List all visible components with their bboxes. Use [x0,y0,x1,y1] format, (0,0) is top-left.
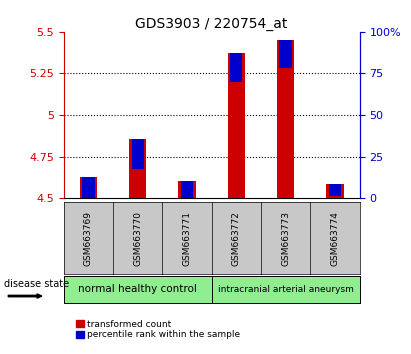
Bar [181,181,193,207]
Bar [230,53,242,82]
Title: GDS3903 / 220754_at: GDS3903 / 220754_at [136,17,288,31]
Bar [80,177,97,198]
Text: GSM663769: GSM663769 [84,211,93,266]
Text: GSM663773: GSM663773 [281,211,290,266]
Text: GSM663774: GSM663774 [330,211,339,266]
Text: normal healthy control: normal healthy control [78,284,197,295]
Bar [82,177,95,202]
Bar [228,53,245,198]
Bar [326,184,344,198]
Bar [132,139,144,169]
Bar [329,184,341,196]
Text: GSM663772: GSM663772 [232,211,241,266]
Text: GSM663770: GSM663770 [133,211,142,266]
Bar [178,181,196,198]
Text: GSM663771: GSM663771 [182,211,192,266]
Bar [129,139,146,198]
Text: disease state: disease state [4,279,69,289]
Legend: transformed count, percentile rank within the sample: transformed count, percentile rank withi… [76,320,240,339]
Bar [279,40,292,68]
Bar [277,40,294,198]
Text: intracranial arterial aneurysm: intracranial arterial aneurysm [218,285,353,294]
